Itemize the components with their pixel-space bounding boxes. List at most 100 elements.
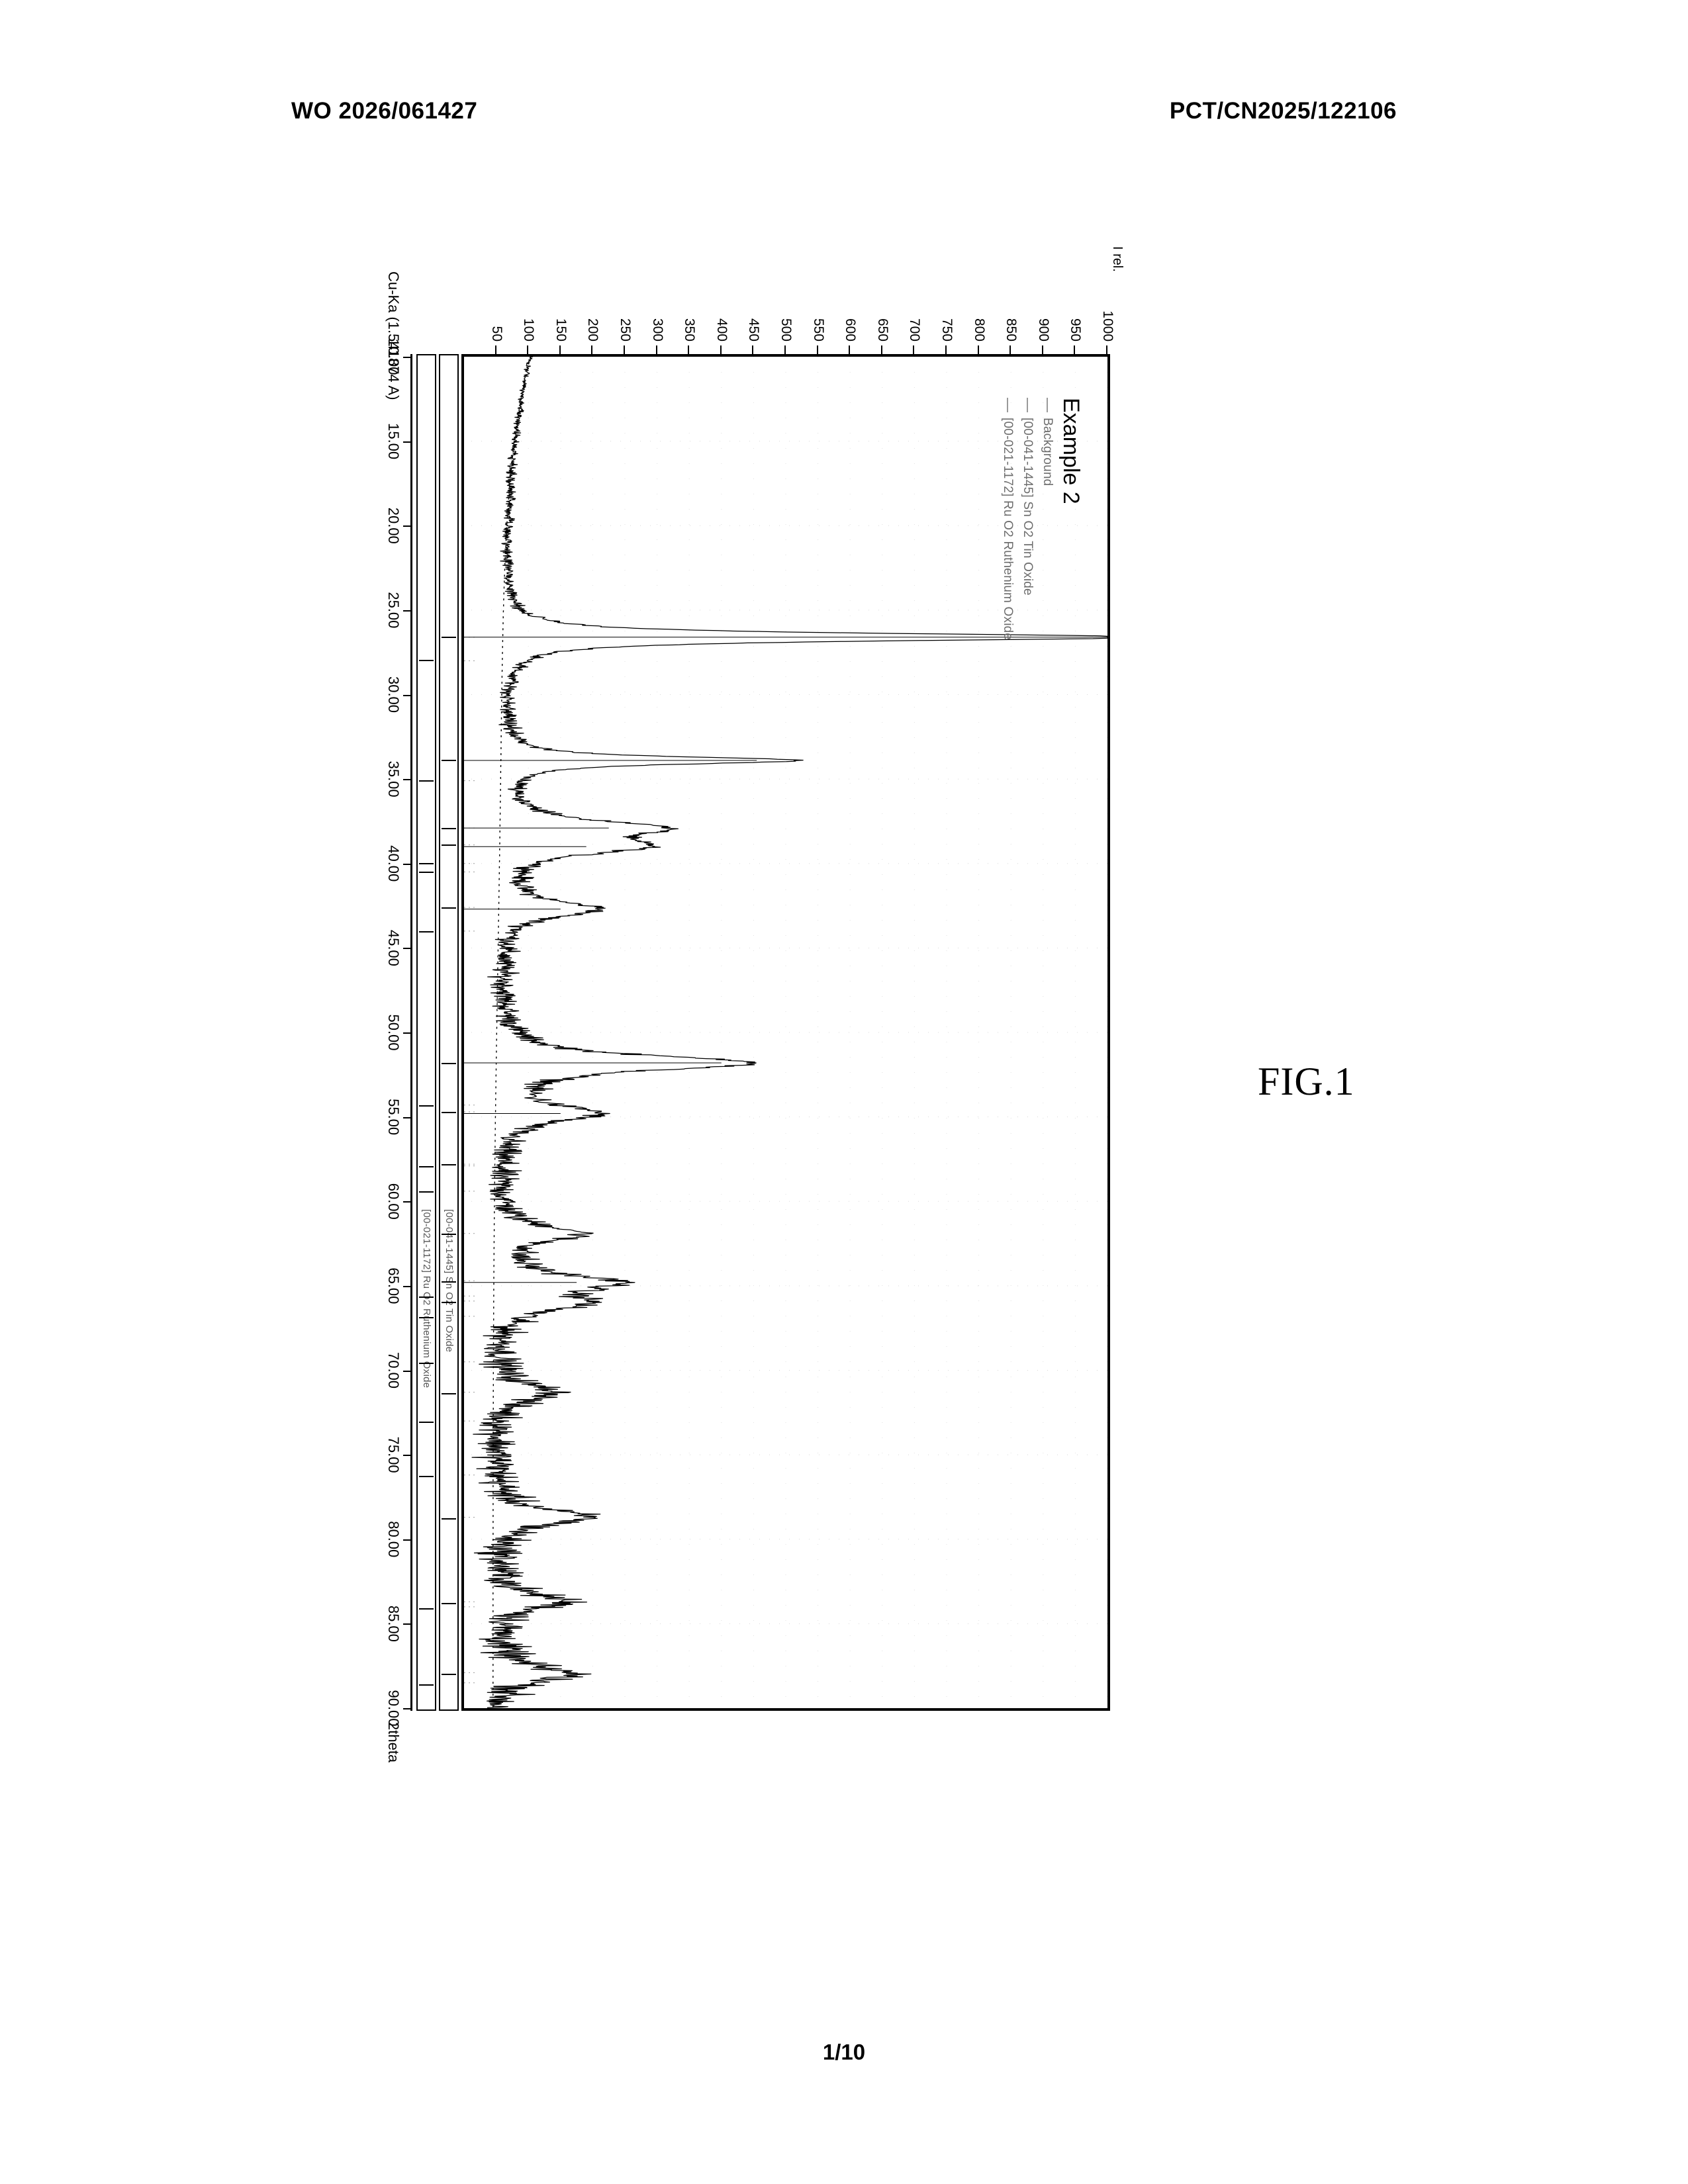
page-footer: 1/10 (0, 2040, 1688, 2065)
x-tick-label: 80.00 (385, 1521, 402, 1557)
phase-peak-tick (419, 1166, 434, 1167)
y-tick-label: 400 (714, 318, 729, 341)
y-tick (881, 345, 882, 354)
phase-peak-tick (419, 1191, 434, 1193)
phase-strip-tin-oxide: [00-041-1445] Sn O2 Tin Oxide (439, 354, 459, 1711)
x-tick (403, 610, 412, 612)
y-tick (559, 345, 561, 354)
phase-peak-tick (442, 1063, 456, 1064)
phase-peak-tick (442, 828, 456, 829)
page-header: WO 2026/061427 PCT/CN2025/122106 (0, 98, 1688, 124)
x-tick-label: 35.00 (385, 761, 402, 797)
y-tick (978, 345, 979, 354)
figure-caption: FIG.1 (1258, 1059, 1355, 1105)
y-tick-label: 1000 (1100, 310, 1115, 341)
legend-title: Example 2 (1061, 398, 1081, 640)
x-tick (403, 1201, 412, 1203)
phase-peak-tick (419, 863, 434, 864)
x-tick (403, 1117, 412, 1118)
y-tick-label: 850 (1003, 318, 1019, 341)
publication-number: WO 2026/061427 (291, 98, 477, 124)
y-tick (1074, 345, 1075, 354)
x-tick (403, 864, 412, 865)
y-tick (752, 345, 753, 354)
y-tick (688, 345, 689, 354)
x-tick-label: 75.00 (385, 1437, 402, 1473)
y-tick-label: 700 (906, 318, 922, 341)
y-tick (1009, 345, 1011, 354)
y-tick (1042, 345, 1043, 354)
radiation-label: Cu-Ka (1.541874 A) (385, 271, 402, 400)
y-tick-label: 650 (874, 318, 890, 341)
y-tick (913, 345, 914, 354)
phase-peak-tick (419, 1476, 434, 1477)
x-tick (403, 1455, 412, 1456)
xrd-chart: I rel. Example 2 Background [00-041-1445… (374, 232, 1115, 1767)
phase-peak-tick (442, 1518, 456, 1520)
y-tick (817, 345, 818, 354)
phase-peak-tick (442, 1603, 456, 1604)
y-tick (624, 345, 625, 354)
phase-peak-tick (419, 1363, 434, 1364)
x-tick (403, 1708, 412, 1709)
x-tick-label: 15.00 (385, 423, 402, 459)
phase-peak-tick (442, 1112, 456, 1113)
plot-box: Example 2 Background [00-041-1445] Sn O2… (461, 354, 1110, 1711)
x-tick (403, 779, 412, 780)
y-tick (591, 345, 592, 354)
y-tick-label: 550 (810, 318, 826, 341)
x-tick (403, 1286, 412, 1287)
phase-peak-tick (442, 1234, 456, 1235)
chart-area: I rel. Example 2 Background [00-041-1445… (374, 232, 1115, 1767)
y-tick-label: 600 (842, 318, 858, 341)
phase-peak-tick (442, 637, 456, 638)
phase-peak-tick (419, 660, 434, 661)
x-tick (403, 1539, 412, 1541)
x-tick-label: 40.00 (385, 845, 402, 882)
y-tick (945, 345, 947, 354)
x-tick-label: 90.00 (385, 1690, 402, 1726)
legend-label-tin-oxide: [00-041-1445] Sn O2 Tin Oxide (1021, 418, 1035, 596)
y-tick (656, 345, 657, 354)
phase-peak-tick (442, 1302, 456, 1303)
y-axis-title: I rel. (1109, 246, 1125, 272)
phase-peak-tick (419, 1317, 434, 1318)
x-tick-label: 25.00 (385, 592, 402, 628)
phase-peak-tick (419, 1105, 434, 1107)
phase-peak-tick (419, 1684, 434, 1686)
legend-label-ruthenium-oxide: [00-021-1172] Ru O2 Ruthenium Oxide (1001, 418, 1015, 640)
x-tick-label: 60.00 (385, 1183, 402, 1220)
x-tick (403, 1623, 412, 1625)
phase-peak-tick (419, 931, 434, 933)
y-tick (1106, 345, 1107, 354)
x-tick-label: 50.00 (385, 1014, 402, 1050)
x-tick (403, 695, 412, 696)
y-tick-label: 250 (617, 318, 633, 341)
legend-label-background: Background (1041, 418, 1055, 486)
legend-swatch-tin-oxide (1027, 398, 1028, 412)
x-tick-label: 20.00 (385, 508, 402, 544)
y-tick (849, 345, 850, 354)
phase-peak-tick (419, 1608, 434, 1610)
x-tick (403, 357, 412, 358)
y-tick-label: 500 (778, 318, 794, 341)
x-tick (403, 1371, 412, 1372)
phase-peak-tick (442, 844, 456, 846)
x-tick-label: 45.00 (385, 930, 402, 966)
legend-item-ruthenium-oxide: [00-021-1172] Ru O2 Ruthenium Oxide (998, 398, 1017, 640)
y-tick-label: 50 (489, 326, 504, 341)
x-tick (403, 1032, 412, 1034)
x-tick-label: 85.00 (385, 1606, 402, 1642)
y-tick-label: 900 (1035, 318, 1051, 341)
y-tick-label: 300 (649, 318, 665, 341)
phase-peak-tick (419, 1297, 434, 1298)
legend-swatch-ruthenium-oxide (1007, 398, 1008, 412)
y-tick-label: 200 (585, 318, 600, 341)
phase-peak-tick (442, 1281, 456, 1283)
phase-peak-tick (419, 872, 434, 873)
phase-peak-tick (442, 907, 456, 909)
x-axis-title: 2theta (385, 1722, 402, 1762)
y-tick-label: 950 (1067, 318, 1083, 341)
x-tick-label: 30.00 (385, 676, 402, 713)
y-tick-label: 750 (939, 318, 955, 341)
